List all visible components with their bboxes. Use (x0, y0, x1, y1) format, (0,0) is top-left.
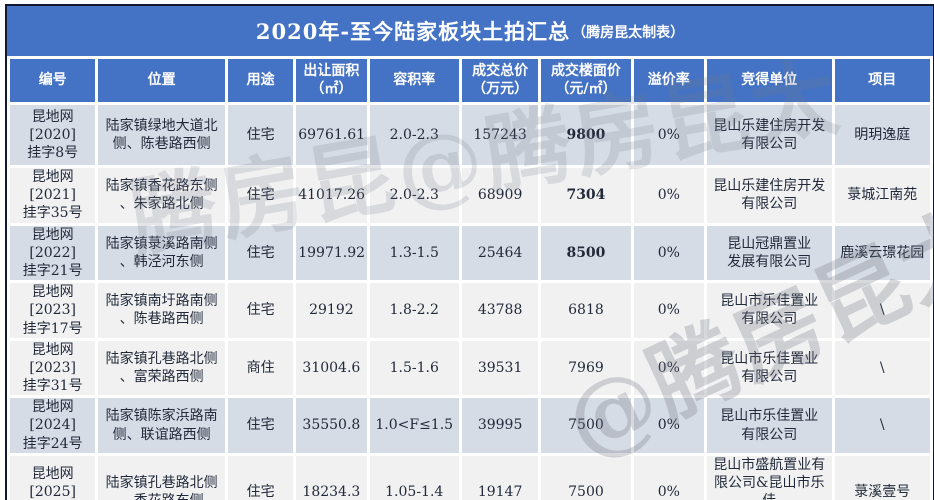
cell-floor-price: 7500 (541, 398, 631, 453)
cell-plot-ratio: 1.5-1.6 (369, 340, 459, 396)
cell-premium-rate: 0% (633, 340, 704, 396)
cell-floor-price: 7304 (541, 168, 631, 223)
cell-area: 69761.61 (296, 105, 367, 165)
cell-serial: 昆地网[2020] 挂字8号 (10, 105, 96, 165)
table-row: 昆地网[2023] 挂字17号 陆家镇南圩路南侧 、陈巷路西侧 住宅 29192… (10, 283, 930, 338)
cell-project: \ (834, 398, 930, 453)
cell-location: 陆家镇香花路东侧 、朱家路北侧 (98, 168, 225, 223)
cell-use: 商住 (227, 340, 294, 396)
cell-location: 陆家镇绿地大道北 侧、陈巷路西侧 (98, 105, 225, 165)
cell-area: 41017.26 (296, 168, 367, 223)
cell-location: 陆家镇孔巷路北侧 、富荣路西侧 (98, 340, 225, 396)
table-title: 2020年-至今陆家板块土拍汇总 (255, 19, 571, 44)
cell-project: \ (834, 283, 930, 338)
cell-total-price: 68909 (461, 168, 539, 223)
column-header-location: 位置 (98, 59, 225, 102)
cell-winner: 昆山市乐佳置业 有限公司 (706, 283, 832, 338)
table-row: 昆地网[2022] 挂字21号 陆家镇菉溪路南侧 、韩泾河东侧 住宅 19971… (10, 225, 930, 281)
cell-area: 18234.3 (296, 455, 367, 500)
column-header-project: 项目 (834, 59, 930, 102)
cell-project: 鹿溪云璟花园 (834, 225, 930, 281)
land-auction-table: 2020年-至今陆家板块土拍汇总 （腾房昆太制表） 编号 位置 用途 出让面积 … (5, 4, 934, 500)
cell-total-price: 43788 (461, 283, 539, 338)
cell-area: 29192 (296, 283, 367, 338)
cell-premium-rate: 0% (633, 225, 704, 281)
cell-floor-price: 8500 (541, 225, 631, 281)
cell-floor-price: 7500 (541, 455, 631, 500)
cell-location: 陆家镇陈家浜路南 侧、联谊路西侧 (98, 398, 225, 453)
cell-project: 菉溪壹号 (834, 455, 930, 500)
cell-total-price: 19147 (461, 455, 539, 500)
header-row: 编号 位置 用途 出让面积 （㎡） 容积率 成交总价 （万元） 成交楼面价 （元… (10, 59, 930, 102)
column-header-plot-ratio: 容积率 (369, 59, 459, 102)
cell-plot-ratio: 2.0-2.3 (369, 168, 459, 223)
cell-winner: 昆山市乐佳置业 有限公司 (706, 398, 832, 453)
cell-project: \ (834, 340, 930, 396)
data-table: 编号 位置 用途 出让面积 （㎡） 容积率 成交总价 （万元） 成交楼面价 （元… (7, 56, 933, 500)
column-header-serial: 编号 (10, 59, 96, 102)
cell-premium-rate: 0% (633, 105, 704, 165)
cell-winner: 昆山市乐佳置业 有限公司 (706, 340, 832, 396)
cell-project: 明玥逸庭 (834, 105, 930, 165)
cell-area: 31004.6 (296, 340, 367, 396)
cell-premium-rate: 0% (633, 283, 704, 338)
cell-area: 35550.8 (296, 398, 367, 453)
cell-serial: 昆地网[2024] 挂字24号 (10, 398, 96, 453)
cell-premium-rate: 0% (633, 455, 704, 500)
table-row: 昆地网[2024] 挂字24号 陆家镇陈家浜路南 侧、联谊路西侧 住宅 3555… (10, 398, 930, 453)
column-header-area: 出让面积 （㎡） (296, 59, 367, 102)
table-title-bar: 2020年-至今陆家板块土拍汇总 （腾房昆太制表） (7, 6, 933, 56)
cell-project: 菉城江南苑 (834, 168, 930, 223)
cell-plot-ratio: 1.05-1.4 (369, 455, 459, 500)
column-header-premium-rate: 溢价率 (633, 59, 704, 102)
cell-plot-ratio: 1.3-1.5 (369, 225, 459, 281)
column-header-winner: 竞得单位 (706, 59, 832, 102)
cell-winner: 昆山冠鼎置业 发展有限公司 (706, 225, 832, 281)
cell-total-price: 25464 (461, 225, 539, 281)
table-row: 昆地网[2025] 挂字2号 陆家镇孔巷路北侧 、香花路东侧 住宅 18234.… (10, 455, 930, 500)
cell-floor-price: 7969 (541, 340, 631, 396)
cell-premium-rate: 0% (633, 398, 704, 453)
cell-floor-price: 6818 (541, 283, 631, 338)
cell-use: 住宅 (227, 398, 294, 453)
column-header-use: 用途 (227, 59, 294, 102)
column-header-total-price: 成交总价 （万元） (461, 59, 539, 102)
cell-location: 陆家镇菉溪路南侧 、韩泾河东侧 (98, 225, 225, 281)
cell-location: 陆家镇南圩路南侧 、陈巷路西侧 (98, 283, 225, 338)
cell-serial: 昆地网[2021] 挂字35号 (10, 168, 96, 223)
cell-use: 住宅 (227, 455, 294, 500)
cell-serial: 昆地网[2025] 挂字2号 (10, 455, 96, 500)
cell-area: 19971.92 (296, 225, 367, 281)
cell-total-price: 39531 (461, 340, 539, 396)
cell-floor-price: 9800 (541, 105, 631, 165)
column-header-floor-price: 成交楼面价 （元/㎡） (541, 59, 631, 102)
cell-serial: 昆地网[2022] 挂字21号 (10, 225, 96, 281)
table-title-source: （腾房昆太制表） (572, 25, 685, 41)
cell-plot-ratio: 2.0-2.3 (369, 105, 459, 165)
cell-use: 住宅 (227, 168, 294, 223)
cell-premium-rate: 0% (633, 168, 704, 223)
table-row: 昆地网[2020] 挂字8号 陆家镇绿地大道北 侧、陈巷路西侧 住宅 69761… (10, 105, 930, 165)
cell-winner: 昆山乐建住房开发 有限公司 (706, 168, 832, 223)
cell-use: 住宅 (227, 225, 294, 281)
cell-total-price: 157243 (461, 105, 539, 165)
cell-location: 陆家镇孔巷路北侧 、香花路东侧 (98, 455, 225, 500)
cell-plot-ratio: 1.0<F≤1.5 (369, 398, 459, 453)
cell-plot-ratio: 1.8-2.2 (369, 283, 459, 338)
cell-use: 住宅 (227, 105, 294, 165)
cell-total-price: 39995 (461, 398, 539, 453)
table-row: 昆地网[2023] 挂字31号 陆家镇孔巷路北侧 、富荣路西侧 商住 31004… (10, 340, 930, 396)
cell-use: 住宅 (227, 283, 294, 338)
table-row: 昆地网[2021] 挂字35号 陆家镇香花路东侧 、朱家路北侧 住宅 41017… (10, 168, 930, 223)
cell-serial: 昆地网[2023] 挂字31号 (10, 340, 96, 396)
cell-winner: 昆山乐建住房开发 有限公司 (706, 105, 832, 165)
cell-serial: 昆地网[2023] 挂字17号 (10, 283, 96, 338)
